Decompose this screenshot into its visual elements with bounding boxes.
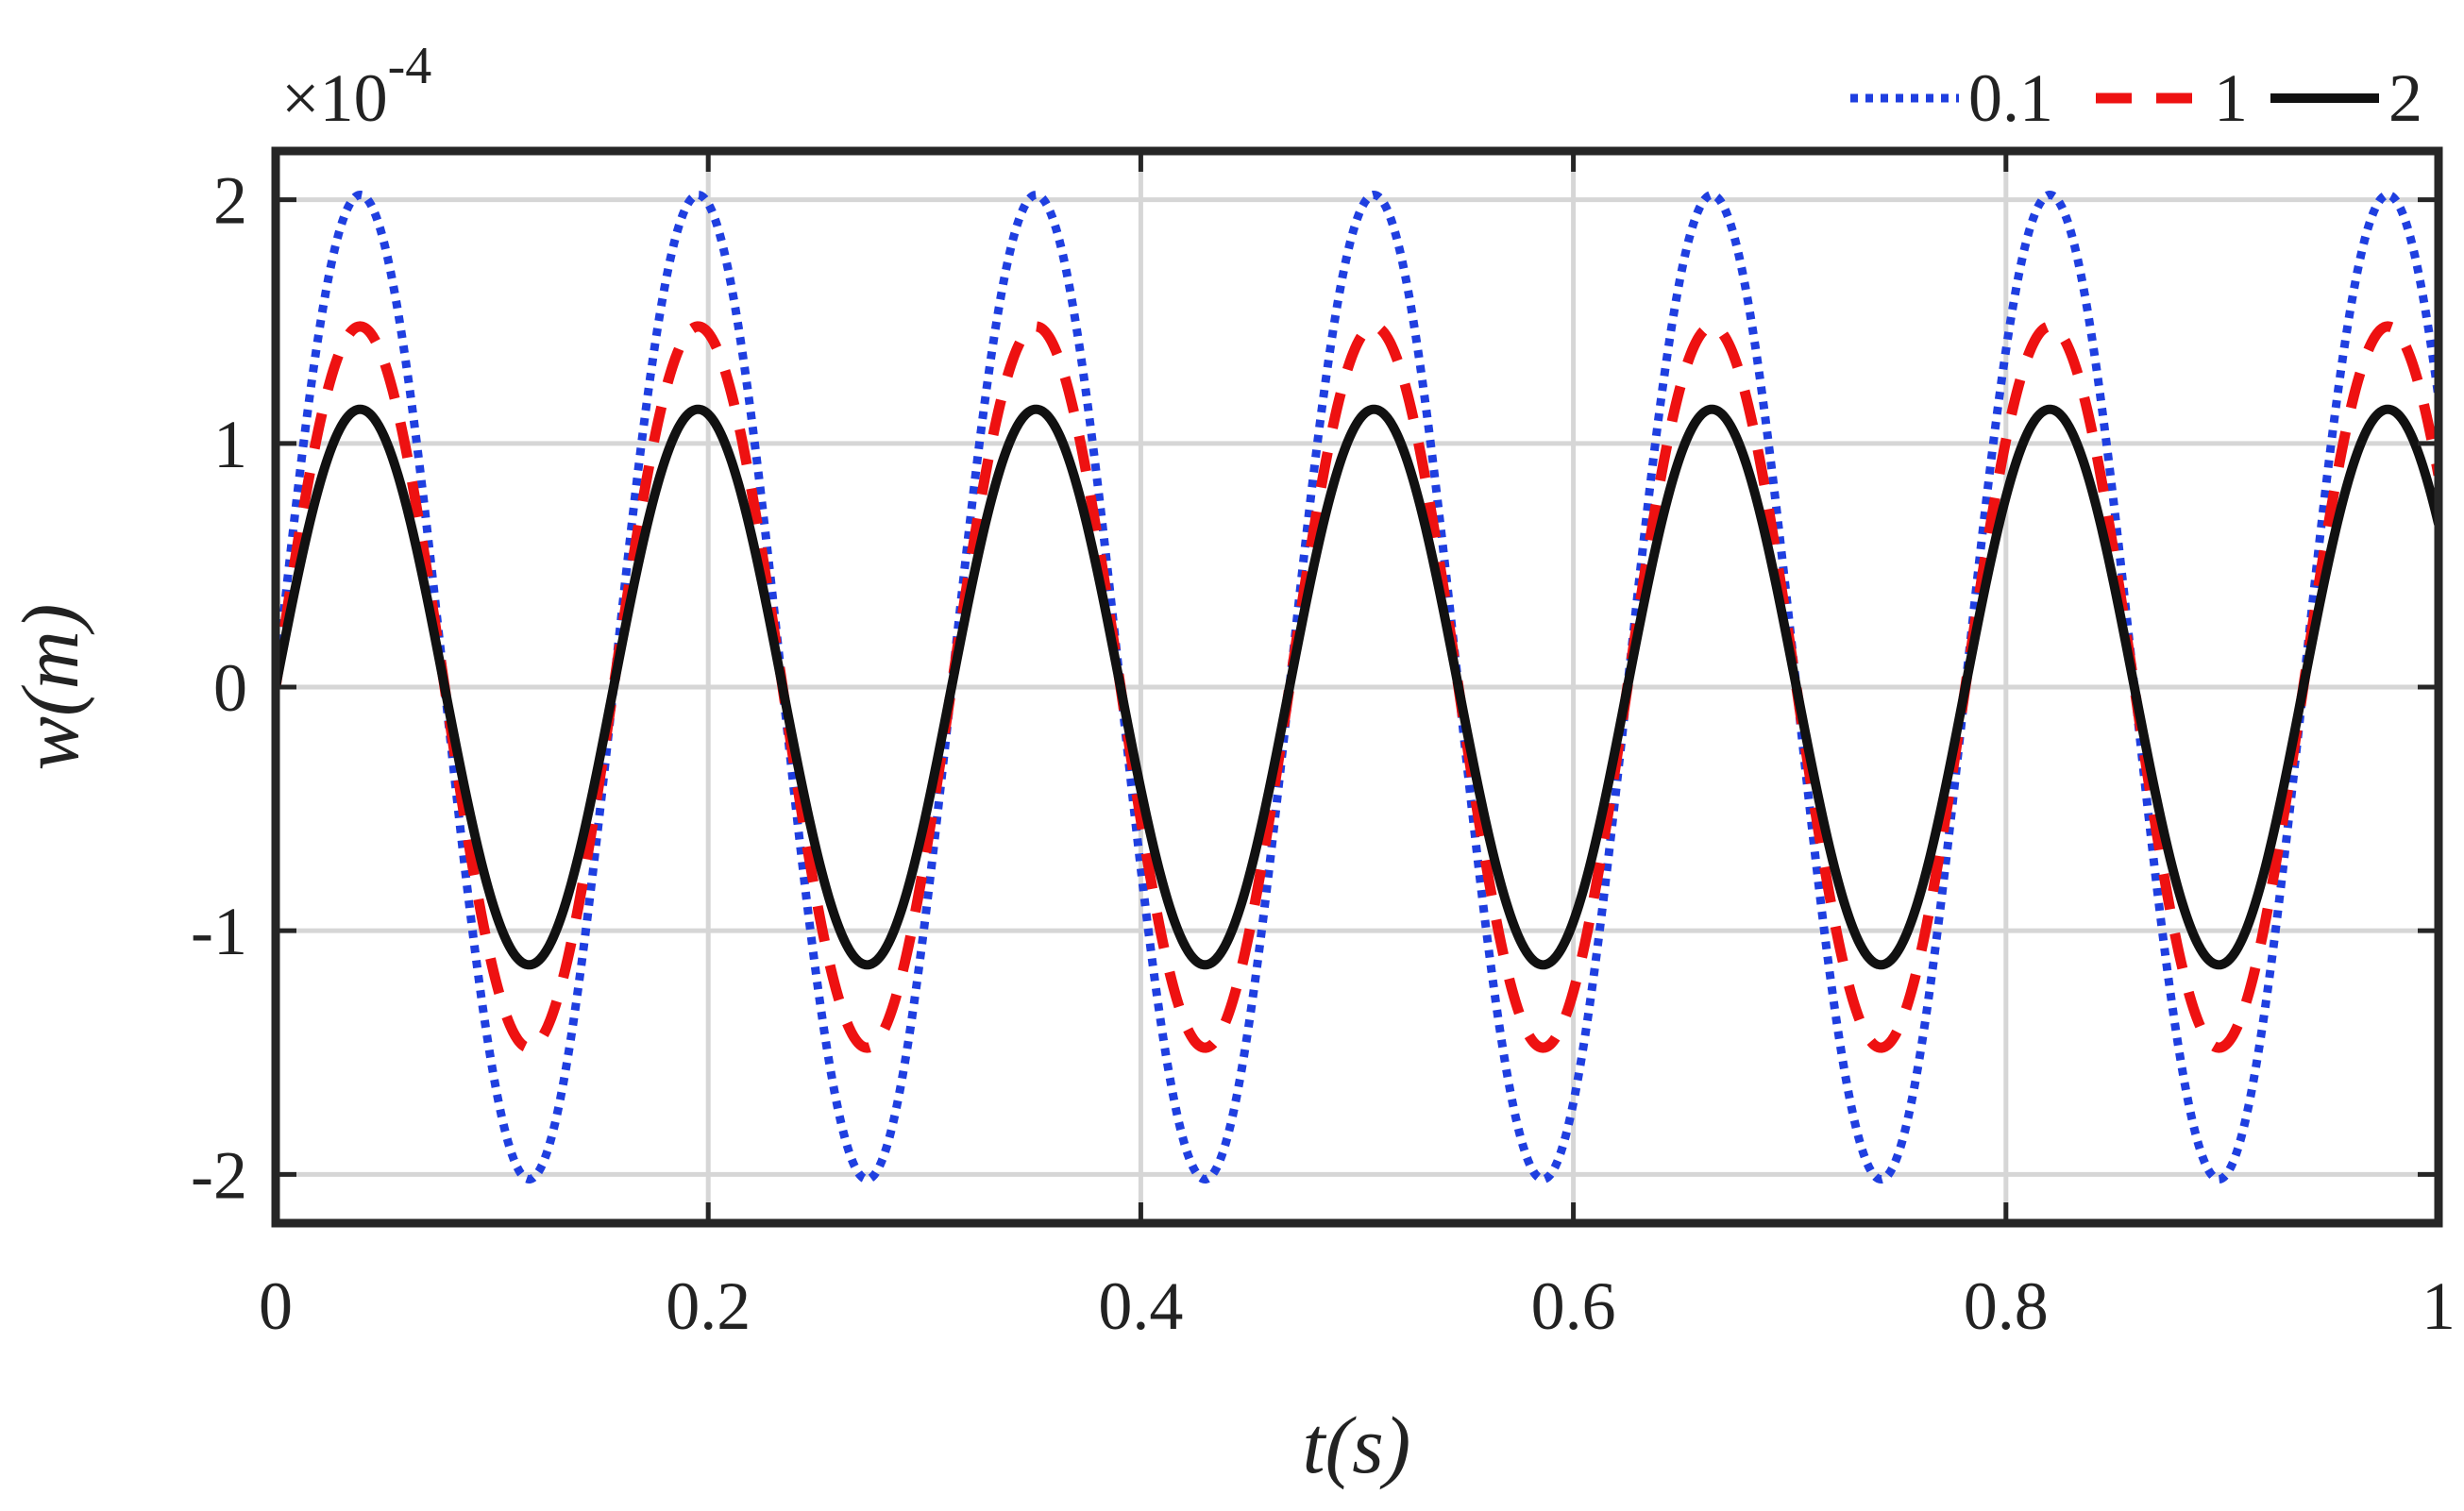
y-tick-label-3: 1 bbox=[213, 407, 247, 482]
x-tick-label-0: 0 bbox=[259, 1268, 293, 1344]
ticks bbox=[273, 151, 2441, 1223]
series-line-2 bbox=[276, 404, 2439, 970]
x-axis-label: t(s) bbox=[1303, 1400, 1411, 1490]
y-axis-label: w(m) bbox=[5, 604, 95, 771]
y-tick-labels: -2 -1 0 1 2 bbox=[191, 163, 247, 1214]
y-multiplier-exponent: -4 bbox=[388, 37, 432, 95]
legend: 0.1 1 2 bbox=[1850, 60, 2422, 136]
y-tick-label-2: 0 bbox=[213, 650, 247, 726]
series-line-1 bbox=[276, 321, 2439, 1053]
y-tick-label-0: -2 bbox=[191, 1137, 247, 1213]
legend-label-1: 1 bbox=[2214, 60, 2248, 136]
x-tick-label-5: 1 bbox=[2422, 1268, 2456, 1344]
x-tick-label-1: 0.2 bbox=[666, 1268, 751, 1344]
x-tick-label-3: 0.6 bbox=[1531, 1268, 1616, 1344]
x-tick-label-2: 0.4 bbox=[1098, 1268, 1183, 1344]
y-tick-label-4: 2 bbox=[213, 163, 247, 239]
grid bbox=[276, 151, 2439, 1223]
y-multiplier: ×10-4 bbox=[281, 37, 431, 136]
legend-label-0.1: 0.1 bbox=[1968, 60, 2053, 136]
x-tick-labels: 0 0.2 0.4 0.6 0.8 1 bbox=[259, 1268, 2456, 1344]
x-tick-label-4: 0.8 bbox=[1964, 1268, 2049, 1344]
legend-label-2: 2 bbox=[2388, 60, 2422, 136]
y-tick-label-1: -1 bbox=[191, 894, 247, 969]
y-multiplier-base: ×10 bbox=[281, 60, 388, 136]
series-line-0.1 bbox=[276, 190, 2439, 1184]
series-group bbox=[276, 190, 2439, 1184]
